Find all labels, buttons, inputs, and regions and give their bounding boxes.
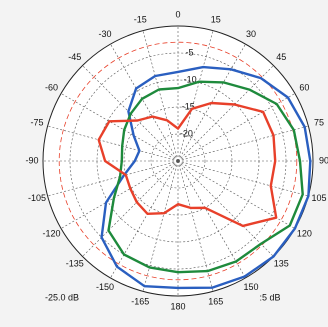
radial-tick-label: -15 — [182, 102, 195, 112]
angle-tick-label: 105 — [312, 193, 327, 203]
radial-grid-line — [177, 160, 309, 197]
radial-tick-label: -5 — [186, 48, 194, 58]
angle-tick-label: 60 — [299, 82, 309, 92]
radial-grid-line — [177, 160, 246, 279]
angle-tick-label: -150 — [96, 282, 114, 292]
radial-grid-line — [110, 43, 179, 162]
radial-grid-line — [177, 160, 274, 257]
radial-grid-line — [82, 160, 179, 257]
ring-grid-line — [123, 106, 233, 216]
angle-tick-label: 120 — [297, 228, 312, 238]
radial-grid-line — [142, 30, 179, 162]
angle-tick-label: -135 — [66, 259, 84, 269]
radial-grid-line — [47, 125, 179, 162]
angle-tick-label: 15 — [211, 14, 221, 24]
ring-grid-line — [96, 79, 260, 243]
radial-grid-line — [177, 160, 214, 292]
radial-grid-line — [47, 160, 179, 197]
angle-tick-label: -90 — [25, 155, 38, 165]
angle-tick-label: 90 — [319, 155, 328, 165]
radial-grid-line — [177, 125, 309, 162]
ring-grid-line — [150, 133, 206, 189]
step-label: :5 dB — [259, 292, 280, 302]
radial-grid-line — [110, 160, 179, 279]
radial-grid-line — [177, 30, 214, 162]
angle-tick-label: -165 — [131, 296, 149, 306]
radial-tick-label: -20 — [180, 128, 193, 138]
angle-tick-label: -60 — [45, 82, 58, 92]
angle-tick-label: -15 — [134, 14, 147, 24]
angle-tick-label: -120 — [43, 228, 61, 238]
radial-tick-label: -10 — [184, 75, 197, 85]
angle-tick-label: 0 — [175, 9, 180, 19]
angle-tick-label: 150 — [243, 282, 258, 292]
radial-grid-line — [60, 160, 179, 229]
angle-tick-label: 180 — [170, 301, 185, 311]
radial-grid-line — [177, 43, 246, 162]
radial-grid-line — [177, 65, 274, 162]
angle-tick-label: 45 — [276, 52, 286, 62]
radial-grid-line — [82, 65, 179, 162]
angle-tick-label: 165 — [208, 296, 223, 306]
series-line — [107, 80, 304, 274]
angle-tick-label: -75 — [30, 118, 43, 128]
reference-circle — [58, 41, 298, 281]
angle-tick-label: 30 — [246, 29, 256, 39]
radial-grid-line — [60, 93, 179, 162]
angle-tick-label: -105 — [28, 193, 46, 203]
radial-grid-line — [177, 93, 296, 162]
angle-tick-label: -30 — [98, 29, 111, 39]
angle-tick-label: 75 — [314, 118, 324, 128]
series-line — [97, 101, 278, 228]
radial-grid-line — [142, 160, 179, 292]
range-label: -25.0 dB — [45, 292, 79, 302]
series-line — [100, 65, 312, 290]
angle-tick-label: 135 — [274, 259, 289, 269]
angle-tick-label: -45 — [68, 52, 81, 62]
ring-grid-line — [69, 52, 287, 270]
